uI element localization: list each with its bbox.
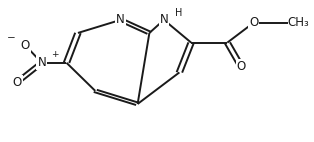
Text: O: O: [237, 60, 246, 73]
Text: +: +: [51, 50, 58, 59]
Text: CH₃: CH₃: [288, 16, 309, 29]
Text: O: O: [21, 39, 30, 52]
Text: H: H: [175, 8, 182, 18]
Text: −: −: [7, 33, 16, 43]
Text: O: O: [249, 16, 258, 29]
Text: N: N: [116, 13, 125, 26]
Text: N: N: [37, 56, 46, 69]
Text: O: O: [12, 76, 22, 89]
Text: N: N: [160, 13, 168, 26]
